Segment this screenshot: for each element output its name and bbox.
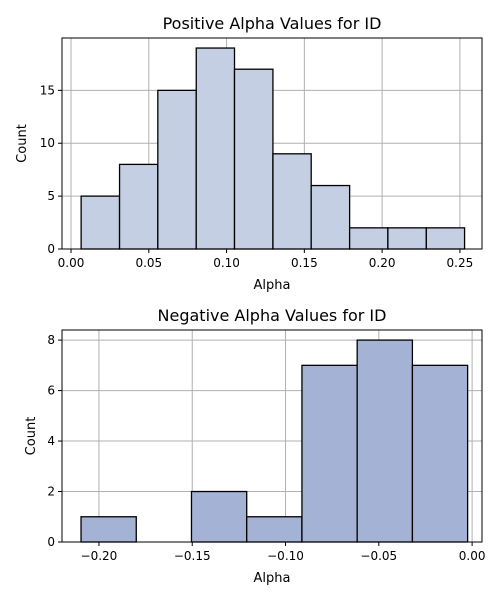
histogram-bar xyxy=(190,490,248,543)
chart-title: Negative Alpha Values for ID xyxy=(158,306,387,325)
chart-title: Positive Alpha Values for ID xyxy=(163,14,382,33)
y-tick-label: 6 xyxy=(47,384,55,398)
x-tick-label: 0.05 xyxy=(135,256,162,270)
histogram-bar xyxy=(425,227,466,250)
histogram-bar xyxy=(348,227,389,250)
negative-alpha-histogram: −0.20 −0.15 −0.10 −0.05 0.00 0 2 4 6 8 Negative A… xyxy=(24,306,485,586)
y-axis-label: Count xyxy=(15,124,30,163)
histogram-bar xyxy=(411,364,469,543)
histogram-bar xyxy=(157,89,197,250)
histogram-bar xyxy=(80,195,121,250)
x-tick-label: −0.10 xyxy=(267,549,304,563)
y-tick-label: 15 xyxy=(40,83,55,97)
positive-alpha-histogram: 0.00 0.05 0.10 0.15 0.20 0.25 0 5 10 15 Positive … xyxy=(15,14,483,293)
histogram-bar xyxy=(80,516,137,543)
x-tick-label: −0.20 xyxy=(81,549,118,563)
y-tick-label: 0 xyxy=(47,242,55,256)
y-axis-label: Count xyxy=(24,417,39,456)
histogram-bar xyxy=(301,364,358,543)
histogram-bar xyxy=(118,163,159,250)
y-tick-label: 8 xyxy=(47,333,55,347)
x-tick-label: 0.00 xyxy=(58,256,85,270)
x-tick-label: 0.15 xyxy=(291,256,318,270)
y-tick-label: 0 xyxy=(47,535,55,549)
x-tick-label: 0.00 xyxy=(459,549,486,563)
histogram-bar xyxy=(195,47,236,250)
y-tick-label: 2 xyxy=(47,485,55,499)
histogram-bar xyxy=(233,68,274,250)
x-tick-label: −0.15 xyxy=(174,549,211,563)
y-tick-label: 4 xyxy=(47,434,55,448)
histogram-bar xyxy=(272,153,312,250)
histogram-bar xyxy=(310,184,351,250)
x-tick-label: −0.05 xyxy=(360,549,397,563)
histogram-bar xyxy=(356,339,414,543)
x-tick-label: 0.20 xyxy=(369,256,396,270)
y-tick-label: 5 xyxy=(47,189,55,203)
histogram-bar xyxy=(387,227,427,250)
plot-frame xyxy=(61,329,483,543)
x-tick-label: 0.25 xyxy=(447,256,474,270)
x-tick-label: 0.10 xyxy=(213,256,240,270)
y-tick-label: 10 xyxy=(40,136,55,150)
x-axis-label: Alpha xyxy=(254,571,291,586)
histogram-bar xyxy=(246,516,303,543)
x-axis-label: Alpha xyxy=(254,278,291,293)
